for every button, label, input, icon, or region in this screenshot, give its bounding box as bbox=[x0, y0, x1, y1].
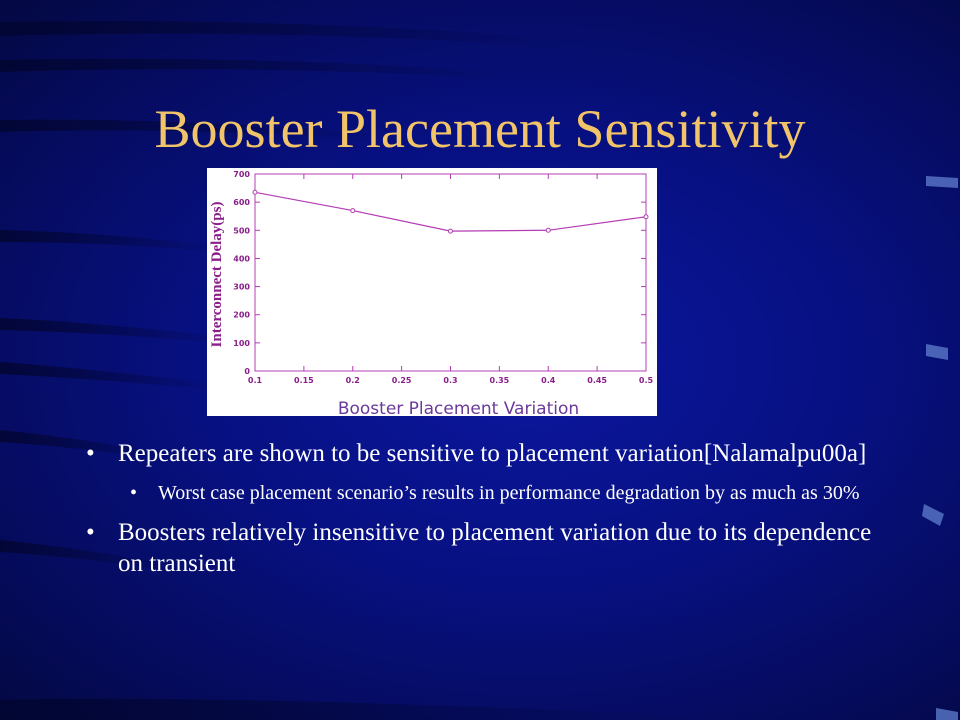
x-axis-label: Booster Placement Variation bbox=[338, 399, 579, 416]
bullet-text: Worst case placement scenario’s results … bbox=[158, 482, 860, 504]
x-tick-label: 0.3 bbox=[443, 376, 457, 385]
y-tick-label: 700 bbox=[233, 170, 250, 179]
y-tick-label: 600 bbox=[233, 198, 250, 207]
bullet-list: • Repeaters are shown to be sensitive to… bbox=[80, 438, 880, 591]
data-point bbox=[643, 214, 649, 220]
y-tick-label: 300 bbox=[233, 283, 250, 292]
y-tick-label: 400 bbox=[233, 254, 250, 263]
slide-title: Booster Placement Sensitivity bbox=[154, 99, 806, 159]
x-tick-label: 0.15 bbox=[294, 376, 314, 385]
bullet-item: • Boosters relatively insensitive to pla… bbox=[80, 517, 880, 579]
bullet-item: • Repeaters are shown to be sensitive to… bbox=[80, 438, 880, 469]
x-tick-label: 0.45 bbox=[587, 376, 607, 385]
data-point bbox=[545, 227, 551, 233]
y-axis-label: Interconnect Delay(ps) bbox=[209, 202, 225, 348]
y-tick-label: 200 bbox=[233, 311, 250, 320]
bullet-dot: • bbox=[86, 519, 95, 546]
x-tick-label: 0.2 bbox=[346, 376, 360, 385]
y-tick-label: 100 bbox=[233, 339, 250, 348]
bullet-dot: • bbox=[86, 440, 95, 467]
x-tick-label: 0.25 bbox=[392, 376, 412, 385]
bullet-dot: • bbox=[130, 482, 138, 504]
x-tick-label: 0.4 bbox=[541, 376, 556, 385]
bullet-text: Boosters relatively insensitive to place… bbox=[118, 519, 872, 577]
x-tick-label: 0.5 bbox=[639, 376, 654, 385]
series-line bbox=[254, 191, 647, 232]
y-tick-label: 500 bbox=[233, 226, 250, 235]
data-point bbox=[252, 189, 258, 195]
x-tick-label: 0.1 bbox=[248, 376, 263, 385]
sub-bullet-item: • Worst case placement scenario’s result… bbox=[130, 481, 880, 505]
x-tick-label: 0.35 bbox=[490, 376, 510, 385]
y-tick-label: 0 bbox=[244, 367, 250, 376]
data-point bbox=[350, 208, 356, 214]
bullet-text: Repeaters are shown to be sensitive to p… bbox=[118, 440, 867, 467]
delay-chart: 0 100 200 300 400 500 600 700 0.1 0.15 0.2 0.25 0.3 0… bbox=[207, 168, 657, 416]
chart-svg: 0 100 200 300 400 500 600 700 0.1 0.15 0.2 0.25 0.3 0… bbox=[209, 170, 654, 416]
data-point bbox=[448, 228, 453, 234]
